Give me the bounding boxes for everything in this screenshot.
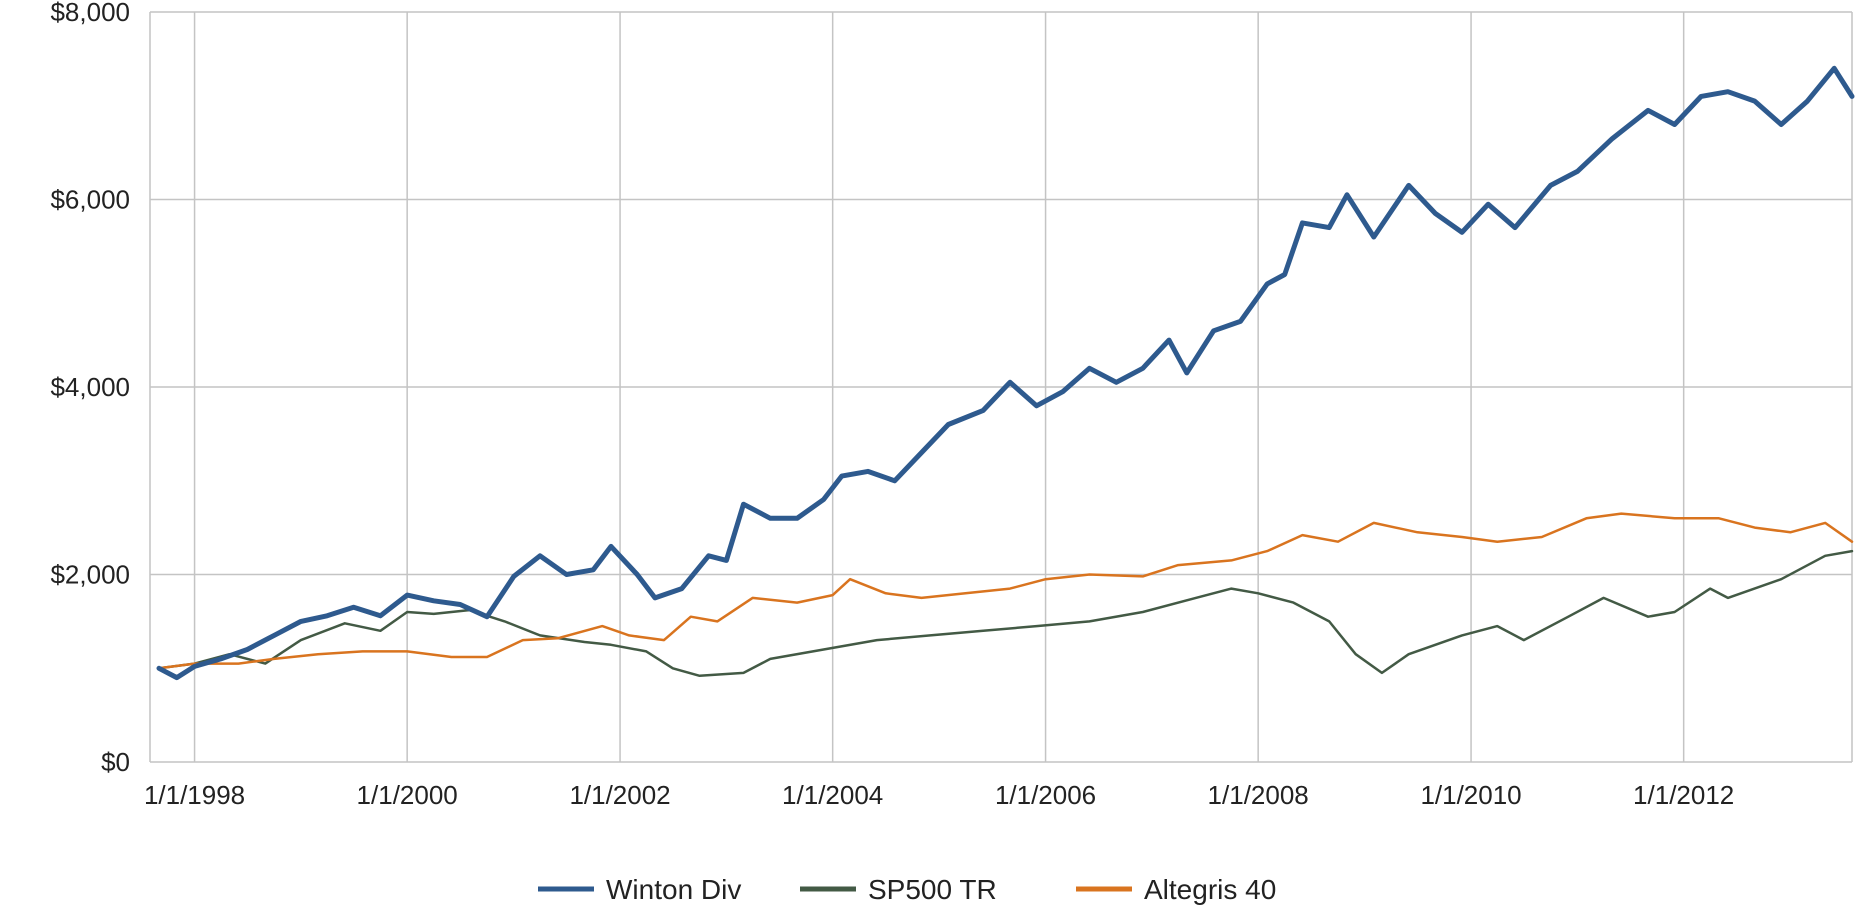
legend-label: Altegris 40: [1144, 874, 1276, 905]
legend-item: SP500 TR: [800, 874, 997, 905]
x-tick-label: 1/1/2002: [569, 780, 670, 810]
y-tick-label: $0: [101, 747, 130, 777]
x-tick-label: 1/1/2006: [995, 780, 1096, 810]
x-tick-label: 1/1/2004: [782, 780, 883, 810]
x-tick-label: 1/1/2000: [357, 780, 458, 810]
legend-item: Altegris 40: [1076, 874, 1276, 905]
y-tick-label: $8,000: [50, 0, 130, 27]
series-line-altegris-40: [157, 512, 1854, 670]
series-line-winton-div: [156, 65, 1855, 681]
legend-label: SP500 TR: [868, 874, 997, 905]
x-tick-label: 1/1/2010: [1420, 780, 1521, 810]
y-tick-label: $4,000: [50, 372, 130, 402]
legend: Winton Div SP500 TR Altegris 40: [538, 874, 1276, 905]
y-tick-label: $6,000: [50, 185, 130, 215]
legend-item: Winton Div: [538, 874, 741, 905]
y-tick-label: $2,000: [50, 560, 130, 590]
x-tick-label: 1/1/2012: [1633, 780, 1734, 810]
legend-label: Winton Div: [606, 874, 741, 905]
x-tick-label: 1/1/2008: [1208, 780, 1309, 810]
grid-lines: [149, 11, 1853, 763]
series-line-sp500-tr: [157, 549, 1854, 678]
x-tick-label: 1/1/1998: [144, 780, 245, 810]
x-axis-tick-labels: 1/1/1998 1/1/2000 1/1/2002 1/1/2004 1/1/2006…: [144, 780, 1734, 810]
series-lines: [156, 65, 1855, 681]
y-axis-tick-labels: $0 $2,000 $4,000 $6,000 $8,000: [50, 0, 130, 777]
